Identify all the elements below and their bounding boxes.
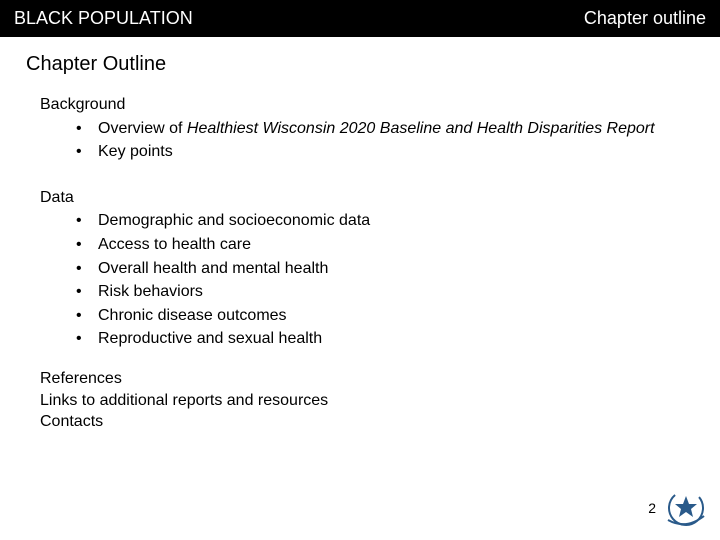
header-bar: BLACK POPULATION Chapter outline: [0, 0, 720, 37]
list-item-text: Demographic and socioeconomic data: [98, 212, 370, 229]
list-item-text: Reproductive and sexual health: [98, 330, 322, 347]
footer: 2: [648, 486, 708, 530]
list-item: Key points: [76, 141, 680, 163]
list-item-text: Key points: [98, 143, 173, 160]
header-left: BLACK POPULATION: [14, 8, 193, 29]
list-item: Overall health and mental health: [76, 258, 680, 280]
list-item-text: Chronic disease outcomes: [98, 307, 287, 324]
plain-line: Links to additional reports and resource…: [40, 390, 680, 412]
page-number: 2: [648, 500, 656, 516]
list-item-text: Risk behaviors: [98, 283, 203, 300]
content: Background Overview of Healthiest Wiscon…: [0, 94, 720, 433]
list-item: Overview of Healthiest Wisconsin 2020 Ba…: [76, 118, 680, 140]
list-item: Reproductive and sexual health: [76, 328, 680, 350]
plain-line: References: [40, 368, 680, 390]
plain-line: Contacts: [40, 411, 680, 433]
list-item-text: Overview of: [98, 120, 187, 137]
logo-icon: [664, 486, 708, 530]
list-item-text: Overall health and mental health: [98, 260, 328, 277]
list-item: Chronic disease outcomes: [76, 305, 680, 327]
page-title: Chapter Outline: [0, 37, 720, 88]
list-item: Access to health care: [76, 234, 680, 256]
list-item: Demographic and socioeconomic data: [76, 210, 680, 232]
list-item-italic: Healthiest Wisconsin 2020 Baseline and H…: [187, 120, 655, 137]
header-right: Chapter outline: [584, 8, 706, 29]
bullet-list-background: Overview of Healthiest Wisconsin 2020 Ba…: [40, 118, 680, 163]
list-item: Risk behaviors: [76, 281, 680, 303]
bullet-list-data: Demographic and socioeconomic data Acces…: [40, 210, 680, 350]
section-heading-data: Data: [40, 187, 680, 209]
section-heading-background: Background: [40, 94, 680, 116]
list-item-text: Access to health care: [98, 236, 251, 253]
